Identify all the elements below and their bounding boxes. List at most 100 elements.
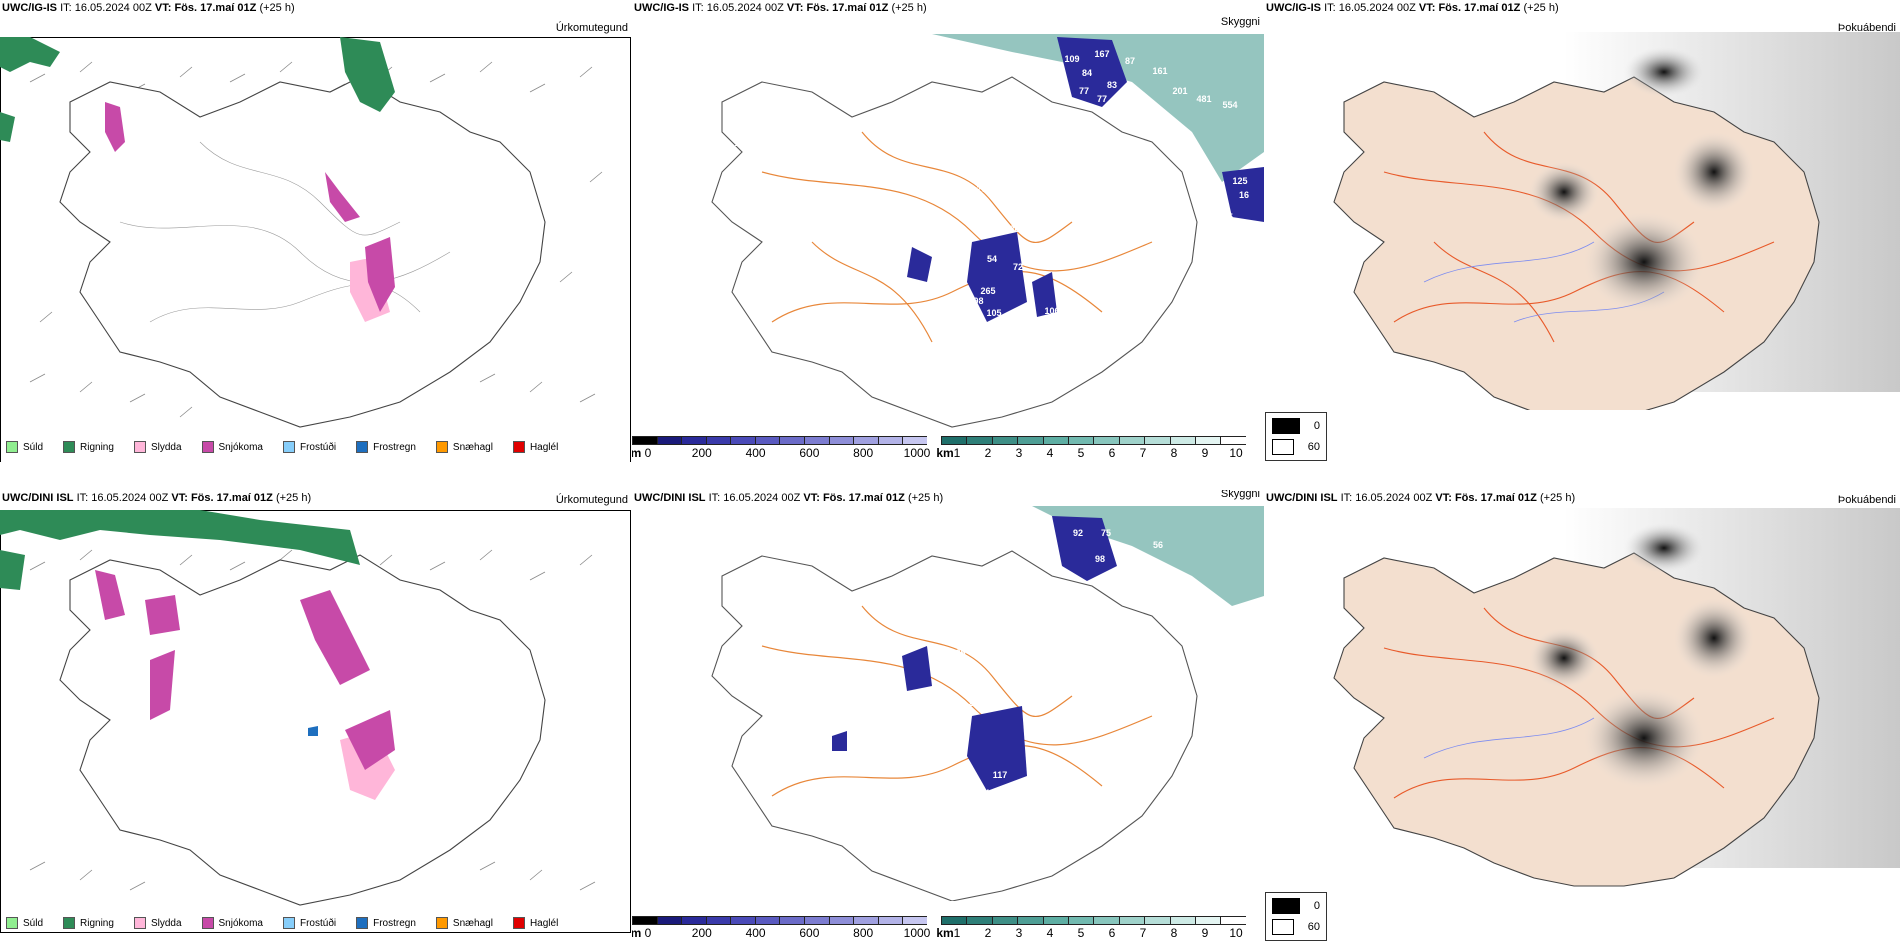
vt-label: VT: bbox=[786, 2, 804, 14]
vt-value: Fös. 17.maí 01Z bbox=[174, 2, 257, 14]
fog-legend-swatch bbox=[1272, 898, 1300, 914]
it-value: 16.05.2024 00Z bbox=[1338, 2, 1416, 14]
fog-legend-swatch bbox=[1272, 418, 1300, 434]
panel-header: UWC/IG-IS IT: 16.05.2024 00Z VT: Fös. 17… bbox=[634, 2, 927, 14]
legend-label: Snjókoma bbox=[218, 441, 263, 453]
it-label: IT: bbox=[60, 2, 72, 14]
cloud-base-swatch bbox=[804, 916, 829, 925]
legend-item: Snjókoma bbox=[196, 441, 263, 453]
colorbar-tick: 1 bbox=[953, 926, 961, 940]
panel-cloud-row1: UWC/IG-IS IT: 16.05.2024 00Z VT: Fös. 17… bbox=[632, 0, 1264, 470]
legend-label: Súld bbox=[23, 441, 44, 453]
precip-amount-label: 111 bbox=[967, 810, 981, 820]
field-name: Þokuábendi bbox=[1837, 494, 1896, 506]
vt-value: Fös. 17.maí 01Z bbox=[190, 492, 273, 504]
visibility-swatch bbox=[1118, 916, 1145, 925]
precip-type-legend: Súld Rigning Slydda Snjókoma Frostúði Frostre… bbox=[0, 917, 572, 929]
precip-areas bbox=[0, 37, 395, 322]
precip-amount-label: 554 bbox=[1222, 100, 1237, 110]
colorbar-tick: 8 bbox=[1170, 926, 1178, 940]
visibility-swatch bbox=[1017, 436, 1043, 445]
precip-amount-label: 108 bbox=[880, 270, 895, 280]
field-name: Skyggni bbox=[1220, 490, 1260, 500]
colorbar-tick: 5 bbox=[1077, 926, 1085, 940]
colorbar-tick: 800 bbox=[853, 926, 874, 940]
colorbar-unit: m bbox=[632, 446, 642, 460]
visibility-swatch bbox=[1042, 916, 1069, 925]
colorbar-tick: 800 bbox=[853, 446, 874, 460]
model-name: UWC/IG-IS bbox=[2, 2, 57, 14]
visibility-swatch bbox=[941, 916, 967, 925]
lead-time: (+25 h) bbox=[1539, 492, 1576, 504]
precip-amount-label: 167 bbox=[1094, 49, 1109, 59]
precip-amount-label: 79 bbox=[959, 764, 969, 774]
precip-amount-label: 16 bbox=[1239, 190, 1249, 200]
legend-swatch bbox=[133, 917, 146, 929]
legend-swatch bbox=[512, 917, 525, 929]
cloud-base-colorbar: m 0 200 400 600 800 1000 bbox=[632, 916, 937, 944]
legend-swatch bbox=[63, 441, 76, 453]
colorbar-tick: 400 bbox=[745, 926, 766, 940]
colorbar-tick: 1000 bbox=[903, 926, 931, 940]
precip-amount-label: 87 bbox=[1037, 164, 1047, 174]
colorbar-unit: km bbox=[936, 926, 954, 940]
precip-amount-label: 128 bbox=[1044, 810, 1059, 820]
field-name: Þokuábendi bbox=[1837, 22, 1896, 34]
fog-legend-row: 0 bbox=[1272, 898, 1320, 914]
legend-item: Haglél bbox=[507, 441, 558, 453]
precip-amount-label: 84 bbox=[1082, 68, 1092, 78]
cloud-base-swatch bbox=[828, 916, 854, 925]
visibility-swatch bbox=[1068, 436, 1094, 445]
legend-label: Súld bbox=[23, 917, 44, 929]
cloud-base-swatch bbox=[656, 436, 682, 445]
vt-label: VT: bbox=[1418, 2, 1436, 14]
legend-item: Snæhagl bbox=[430, 917, 493, 929]
colorbar-tick: 10 bbox=[1229, 446, 1243, 460]
model-name: UWC/DINI ISL bbox=[634, 492, 706, 504]
it-label: IT: bbox=[76, 492, 89, 504]
legend-item: Súld bbox=[0, 441, 43, 453]
legend-label: Frostúði bbox=[299, 917, 337, 929]
legend-item: Frostúði bbox=[277, 441, 336, 453]
visibility-swatch bbox=[1093, 436, 1119, 445]
legend-swatch bbox=[356, 441, 369, 453]
it-value: 16.05.2024 00Z bbox=[706, 2, 784, 14]
legend-label: Frostregn bbox=[373, 441, 416, 453]
panel-header: UWC/DINI ISL IT: 16.05.2024 00Z VT: Fös.… bbox=[1266, 492, 1575, 504]
fog-legend-label: 0 bbox=[1313, 900, 1320, 912]
visibility-swatch bbox=[991, 916, 1018, 925]
fog-legend-label: 0 bbox=[1313, 420, 1320, 432]
cloud-base-swatch bbox=[902, 916, 927, 925]
precip-amount-label: 77 bbox=[1097, 94, 1107, 104]
colorbar-unit: km bbox=[936, 446, 954, 460]
panel-header: UWC/DINI ISL IT: 16.05.2024 00Z VT: Fös.… bbox=[634, 492, 943, 504]
vt-label: VT: bbox=[171, 492, 188, 504]
lead-time: (+25 h) bbox=[259, 2, 295, 14]
vt-value: Fös. 17.maí 01Z bbox=[1454, 492, 1537, 504]
legend-swatch bbox=[435, 441, 448, 453]
legend-label: Frostregn bbox=[373, 917, 416, 929]
precip-amount-label: 105 bbox=[986, 308, 1001, 318]
legend-item: Haglél bbox=[507, 917, 558, 929]
panel-header: UWC/DINI ISL IT: 16.05.2024 00Z VT: Fös.… bbox=[2, 492, 311, 504]
colorbar-tick: 7 bbox=[1139, 926, 1147, 940]
cloud-base-swatch bbox=[681, 916, 706, 925]
legend-swatch bbox=[356, 917, 369, 929]
colorbar-tick: 10 bbox=[1229, 926, 1243, 940]
visibility-swatch bbox=[1042, 436, 1069, 445]
precip-amount-label: 92 bbox=[1073, 528, 1083, 538]
colorbar-tick: 0 bbox=[644, 446, 652, 460]
vt-label: VT: bbox=[154, 2, 172, 14]
visibility-swatch bbox=[1195, 916, 1221, 925]
precip-amount-label: 132 bbox=[754, 598, 769, 608]
visibility-swatch bbox=[941, 436, 967, 445]
cloud-base-swatch bbox=[632, 916, 657, 925]
precip-amount-label: 298 bbox=[968, 698, 983, 708]
precip-amount-label: 161 bbox=[1152, 66, 1167, 76]
legend-swatch bbox=[282, 917, 295, 929]
model-name: UWC/DINI ISL bbox=[1266, 492, 1338, 504]
visibility-swatch bbox=[1144, 436, 1170, 445]
visibility-swatch bbox=[966, 436, 992, 445]
legend-swatch bbox=[435, 917, 448, 929]
visibility-swatch bbox=[1144, 916, 1170, 925]
